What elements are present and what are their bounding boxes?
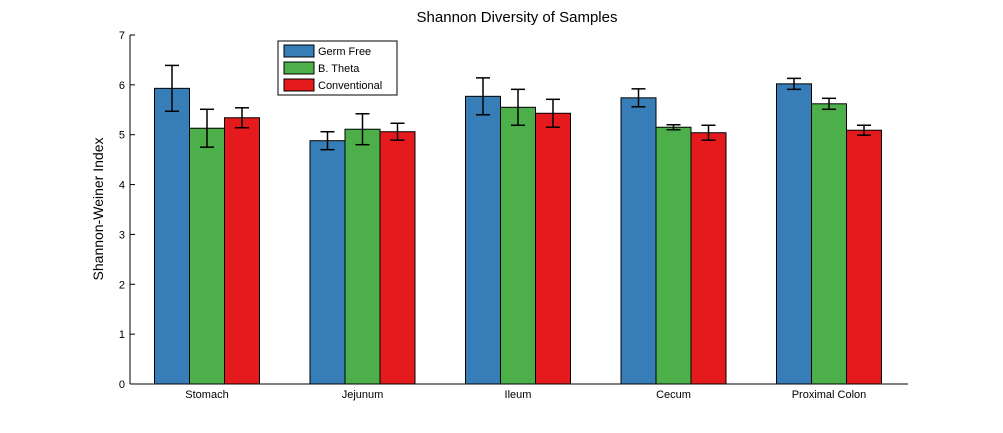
chart-title: Shannon Diversity of Samples xyxy=(417,9,618,26)
bar-conventional-0 xyxy=(224,117,260,385)
legend-swatch xyxy=(283,78,315,92)
y-axis-label: Shannon-Weiner Index xyxy=(90,138,106,281)
bar-b-theta-2 xyxy=(500,106,536,385)
y-tick-label: 0 xyxy=(119,379,125,391)
bar-b-theta-3 xyxy=(655,126,692,385)
bar-b-theta-1 xyxy=(344,128,381,385)
legend-label: B. Theta xyxy=(318,63,360,75)
error-bars-group xyxy=(165,64,871,151)
bar-conventional-2 xyxy=(535,112,571,385)
category-label: Stomach xyxy=(185,389,228,401)
y-tick-label: 7 xyxy=(119,30,125,42)
category-label: Cecum xyxy=(656,389,691,401)
bar-conventional-3 xyxy=(690,132,727,385)
legend-label: Germ Free xyxy=(318,46,371,58)
legend-swatch xyxy=(283,61,315,75)
legend-label: Conventional xyxy=(318,80,382,92)
category-label: Ileum xyxy=(505,389,532,401)
y-tick-label: 4 xyxy=(119,180,125,192)
bar-germ-free-2 xyxy=(465,95,501,385)
y-tick-label: 5 xyxy=(119,130,125,142)
legend-swatch xyxy=(283,44,315,58)
bar-conventional-4 xyxy=(846,129,882,385)
bars-group xyxy=(154,83,882,385)
y-axis-ticks: 0 1 2 3 4 5 6 7 xyxy=(119,30,135,391)
bar-germ-free-1 xyxy=(309,140,346,385)
y-tick-label: 2 xyxy=(119,279,125,291)
bar-b-theta-0 xyxy=(189,127,225,385)
bar-germ-free-3 xyxy=(620,97,657,385)
category-label: Jejunum xyxy=(342,389,384,401)
bar-germ-free-4 xyxy=(776,83,812,385)
legend: Germ Free B. Theta Conventional xyxy=(277,40,398,96)
category-labels: Stomach Jejunum Ileum Cecum Proximal Colon xyxy=(185,389,866,401)
bar-conventional-1 xyxy=(379,131,416,385)
bar-germ-free-0 xyxy=(154,87,190,385)
category-label: Proximal Colon xyxy=(792,389,867,401)
y-tick-label: 3 xyxy=(119,229,125,241)
bar-b-theta-4 xyxy=(811,103,847,385)
y-tick-label: 1 xyxy=(119,329,125,341)
y-tick-label: 6 xyxy=(119,80,125,92)
